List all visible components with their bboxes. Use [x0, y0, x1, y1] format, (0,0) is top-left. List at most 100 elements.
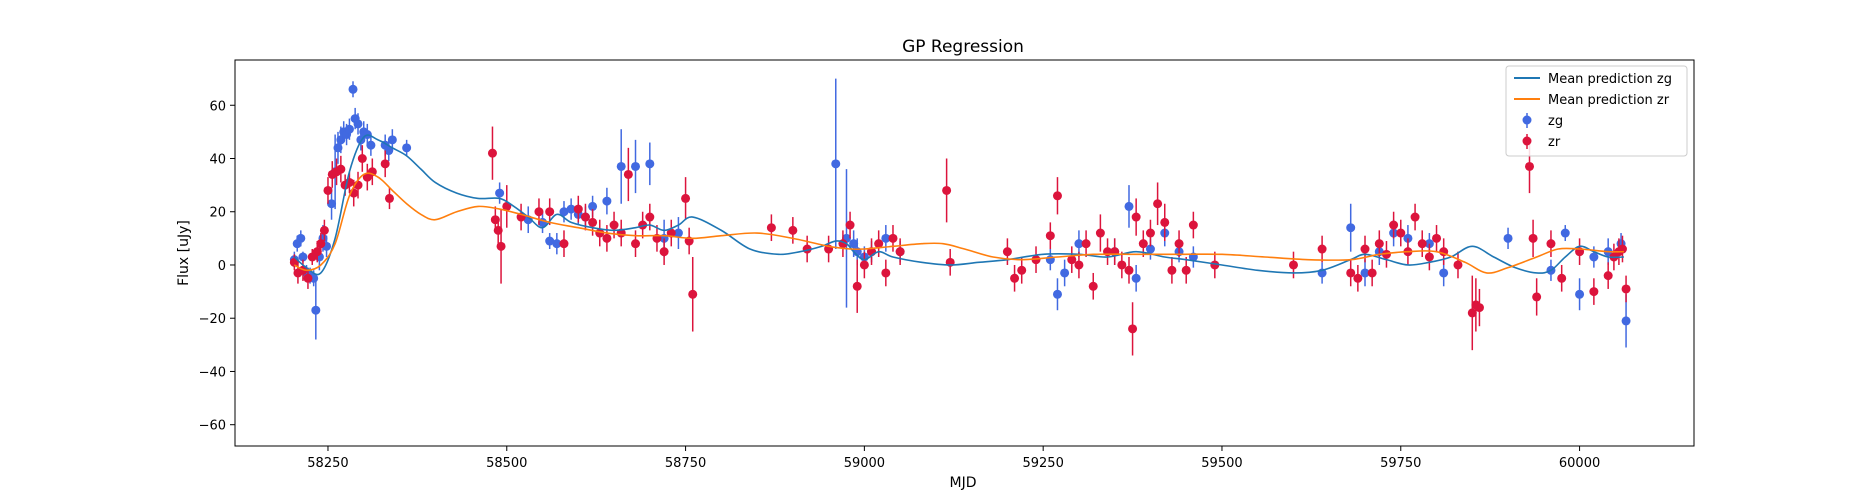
data-point — [1367, 268, 1377, 278]
data-point — [659, 247, 669, 257]
data-point — [1410, 212, 1420, 222]
data-point — [1131, 273, 1141, 283]
x-tick-label: 58750 — [665, 456, 706, 471]
data-point — [384, 193, 394, 203]
legend-label-zr: zr — [1548, 135, 1561, 150]
series-layer — [289, 78, 1631, 356]
data-point — [1153, 199, 1163, 209]
legend-label-zr-mean: Mean prediction zr — [1548, 93, 1670, 108]
chart-title: GP Regression — [902, 37, 1024, 57]
data-point — [1288, 260, 1298, 270]
data-point — [1124, 201, 1134, 211]
legend-box — [1505, 65, 1688, 157]
data-point — [1424, 252, 1434, 262]
data-point — [1145, 228, 1155, 238]
y-tick-label: 0 — [218, 259, 226, 274]
data-point — [1145, 244, 1155, 254]
data-point — [312, 247, 322, 257]
data-point — [1560, 228, 1570, 238]
y-axis: −60 −40 −20 0 20 40 60 — [199, 99, 235, 434]
data-point — [348, 84, 358, 94]
data-point — [602, 196, 612, 206]
data-point — [688, 289, 698, 299]
data-point — [1117, 260, 1127, 270]
series-line-Mean prediction zg — [293, 134, 1624, 276]
data-point — [1181, 265, 1191, 275]
legend-swatch-zr-marker — [1522, 136, 1532, 146]
data-point — [316, 239, 326, 249]
data-point — [1346, 223, 1356, 233]
data-point — [602, 233, 612, 243]
data-point — [645, 159, 655, 169]
data-point — [1503, 233, 1513, 243]
legend: Mean prediction zg Mean prediction zr zg… — [1505, 65, 1688, 157]
axes-frame — [234, 59, 1695, 447]
data-point — [881, 268, 891, 278]
data-point — [673, 228, 683, 238]
data-point — [1546, 239, 1556, 249]
y-tick-label: 60 — [209, 99, 226, 114]
data-point — [631, 161, 641, 171]
data-point — [1052, 191, 1062, 201]
data-point — [874, 239, 884, 249]
data-point — [852, 281, 862, 291]
data-point — [1557, 273, 1567, 283]
data-point — [1088, 281, 1098, 291]
data-point — [545, 207, 555, 217]
data-point — [298, 252, 308, 262]
data-point — [1389, 220, 1399, 230]
data-point — [336, 164, 346, 174]
data-point — [831, 159, 841, 169]
data-point — [1474, 303, 1484, 313]
data-point — [1045, 231, 1055, 241]
data-point — [1575, 289, 1585, 299]
plot-background — [235, 60, 1694, 446]
data-point — [1528, 233, 1538, 243]
data-point — [495, 188, 505, 198]
data-point — [1131, 212, 1141, 222]
data-point — [1374, 239, 1384, 249]
data-point — [1045, 255, 1055, 265]
data-point — [1589, 287, 1599, 297]
data-point — [1353, 273, 1363, 283]
data-point — [1360, 268, 1370, 278]
data-point — [1095, 228, 1105, 238]
x-tick-label: 59500 — [1201, 456, 1242, 471]
data-point — [573, 204, 583, 214]
x-tick-label: 59750 — [1380, 456, 1421, 471]
data-point — [623, 169, 633, 179]
data-point — [327, 199, 337, 209]
data-point — [645, 212, 655, 222]
data-point — [1525, 161, 1535, 171]
data-point — [496, 241, 506, 251]
data-point — [616, 161, 626, 171]
data-point — [402, 143, 412, 153]
data-point — [384, 146, 394, 156]
data-point — [1603, 271, 1613, 281]
x-tick-label: 59250 — [1022, 456, 1063, 471]
data-point — [1317, 244, 1327, 254]
data-point — [387, 135, 397, 145]
data-point — [1124, 265, 1134, 275]
legend-label-zg-mean: Mean prediction zg — [1548, 72, 1672, 87]
series-line-Mean prediction zr — [293, 172, 1624, 274]
data-point — [559, 239, 569, 249]
data-point — [1453, 260, 1463, 270]
legend-label-zg: zg — [1548, 114, 1563, 129]
data-point — [1467, 308, 1477, 318]
data-point — [788, 225, 798, 235]
x-tick-label: 59000 — [844, 456, 885, 471]
data-point — [588, 201, 598, 211]
y-axis-label: Flux [uJy] — [176, 220, 192, 286]
data-point — [545, 236, 555, 246]
data-point — [881, 233, 891, 243]
data-point — [580, 212, 590, 222]
data-point — [1010, 273, 1020, 283]
x-tick-label: 60000 — [1559, 456, 1600, 471]
data-point — [311, 305, 321, 315]
data-point — [845, 220, 855, 230]
data-point — [1621, 316, 1631, 326]
data-point — [534, 207, 544, 217]
data-point — [1439, 268, 1449, 278]
